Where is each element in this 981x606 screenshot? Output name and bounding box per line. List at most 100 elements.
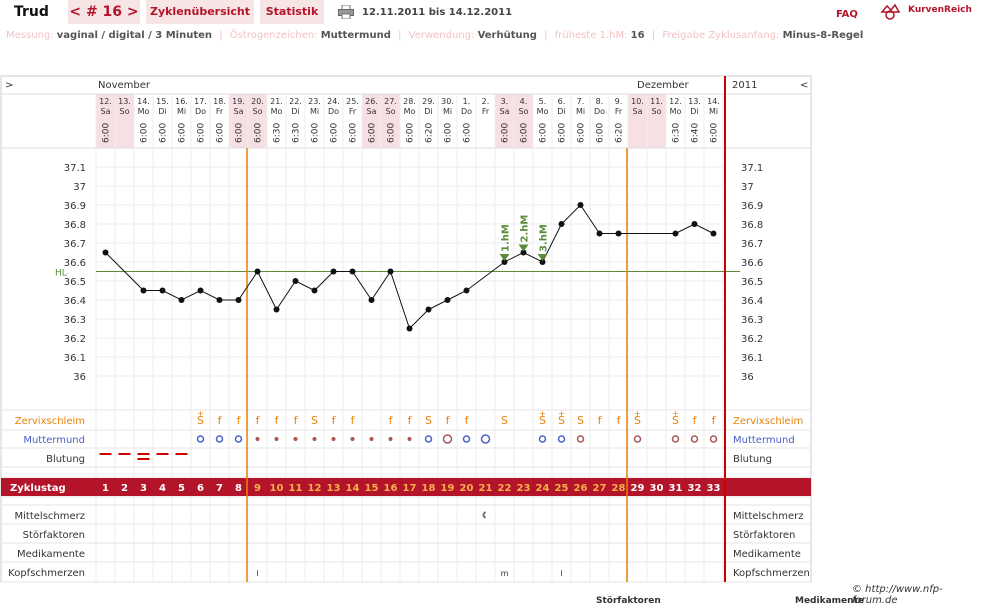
- tab-cycle-overview[interactable]: Zyklenübersicht: [146, 0, 254, 24]
- cervix-closed-mark: [407, 437, 412, 441]
- time-label: 6:00: [368, 123, 378, 143]
- cervix-open-mark: [442, 434, 453, 444]
- zervix-plus: +: [197, 409, 204, 418]
- cycle-day-label: 26: [574, 483, 588, 494]
- cycle-info-bar: Messung: vaginal / digital / 3 Minuten |…: [6, 30, 864, 41]
- temperature-point: [463, 287, 470, 294]
- cycle-day-label: 20: [460, 483, 474, 494]
- date-label: 13.: [688, 97, 701, 106]
- time-label: 6:00: [349, 123, 359, 143]
- date-label: 9.: [615, 97, 623, 106]
- date-label: 25.: [346, 97, 359, 106]
- high-marker-triangle: [518, 244, 529, 252]
- cycle-day-label: 9: [254, 483, 261, 494]
- date-label: 29.: [422, 97, 435, 106]
- zervix-value: f: [275, 414, 280, 427]
- printer-icon[interactable]: [338, 5, 354, 19]
- zervix-value: f: [351, 414, 356, 427]
- weekday-label: Sa: [101, 107, 111, 116]
- zervix-plus: +: [672, 409, 679, 418]
- weekday-label: Mo: [271, 107, 283, 116]
- date-label: 20.: [251, 97, 264, 106]
- temperature-point: [406, 325, 413, 332]
- date-label: 5.: [539, 97, 547, 106]
- date-label: 18.: [213, 97, 226, 106]
- temperature-point: [539, 259, 546, 265]
- high-marker-label: 3.hM: [539, 224, 550, 252]
- cycle-day-label: 4: [159, 483, 166, 494]
- date-label: 24.: [327, 97, 340, 106]
- cycle-day-label: 10: [270, 483, 284, 494]
- weekday-label: Di: [291, 107, 299, 116]
- zervix-value: f: [446, 414, 451, 427]
- zervix-value: S: [558, 414, 565, 427]
- time-label: 6:00: [216, 123, 226, 143]
- y-tick-right: 37: [741, 182, 754, 193]
- time-label: 6:00: [539, 123, 549, 143]
- zervix-value: f: [294, 414, 299, 427]
- y-tick-right: 36.5: [741, 277, 763, 288]
- zervix-value: S: [501, 414, 508, 427]
- faq-link[interactable]: FAQ: [836, 9, 858, 20]
- date-label: 14.: [137, 97, 150, 106]
- date-label: 6.: [558, 97, 566, 106]
- time-label: 6:00: [235, 123, 245, 143]
- time-label: 6:00: [577, 123, 587, 143]
- date-label: 16.: [175, 97, 188, 106]
- zervix-plus: +: [539, 409, 546, 418]
- cycle-day-label: 7: [216, 483, 223, 494]
- time-label: 6:00: [463, 123, 473, 143]
- time-label: 6:00: [102, 123, 112, 143]
- cervix-open-mark: [215, 435, 224, 443]
- zervix-value: S: [672, 414, 679, 427]
- info-label-estrogen: Östrogenzeichen:: [229, 30, 318, 41]
- info-label-release: Freigabe Zyklusanfang:: [662, 30, 780, 41]
- zervix-value: S: [425, 414, 432, 427]
- cycle-day-label: 15: [365, 483, 379, 494]
- cervix-open-mark: [234, 435, 243, 443]
- time-label: 6:00: [140, 123, 150, 143]
- date-label: 7.: [577, 97, 585, 106]
- y-tick-right: 36.6: [741, 258, 763, 269]
- time-label: 6:00: [330, 123, 340, 143]
- tab-statistics[interactable]: Statistik: [260, 0, 324, 24]
- temperature-point: [501, 259, 508, 265]
- time-label: 6:00: [596, 123, 606, 143]
- zervix-value: f: [237, 414, 242, 427]
- date-label: 12.: [99, 97, 112, 106]
- weekday-label: So: [519, 107, 529, 116]
- cervix-open-mark: [462, 435, 471, 443]
- info-label-earliest: früheste 1.hM:: [554, 30, 628, 41]
- nav-prev: >: [5, 80, 13, 91]
- cycle-day-label: 3: [140, 483, 147, 494]
- temperature-point: [615, 230, 622, 237]
- row-label-stoerfaktoren: Störfaktoren: [23, 530, 85, 541]
- time-label: 6:00: [178, 123, 188, 143]
- zervix-plus: +: [634, 409, 641, 418]
- year-label: 2011: [732, 80, 757, 91]
- cycle-navigator[interactable]: < # 16 >: [68, 0, 140, 24]
- y-tick-left: 36.5: [64, 277, 86, 288]
- weekday-label: Mi: [709, 107, 718, 116]
- cervix-open-mark: [671, 435, 680, 443]
- cervix-closed-mark: [350, 437, 355, 441]
- y-tick-left: 36.7: [64, 239, 86, 250]
- weekday-label: Sa: [633, 107, 643, 116]
- kurvenreich-logo-icon[interactable]: [880, 2, 980, 22]
- row-label-stoerfaktoren-right: Störfaktoren: [733, 530, 795, 541]
- weekday-label: Mo: [404, 107, 416, 116]
- time-label: 6:00: [311, 123, 321, 143]
- y-tick-right: 36.4: [741, 296, 763, 307]
- date-label: 30.: [441, 97, 454, 106]
- cervix-open-mark: [690, 435, 699, 443]
- cervix-closed-mark: [293, 437, 298, 441]
- y-tick-right: 36.1: [741, 353, 763, 364]
- weekday-label: Fr: [349, 107, 357, 116]
- date-label: 2.: [482, 97, 490, 106]
- bleeding-mark: [99, 453, 112, 455]
- info-value-estrogen: Muttermund: [320, 30, 391, 41]
- temperature-point: [520, 249, 527, 256]
- cycle-day-label: 30: [650, 483, 664, 494]
- cycle-day-label: 1: [102, 483, 109, 494]
- cervix-open-mark: [538, 435, 547, 443]
